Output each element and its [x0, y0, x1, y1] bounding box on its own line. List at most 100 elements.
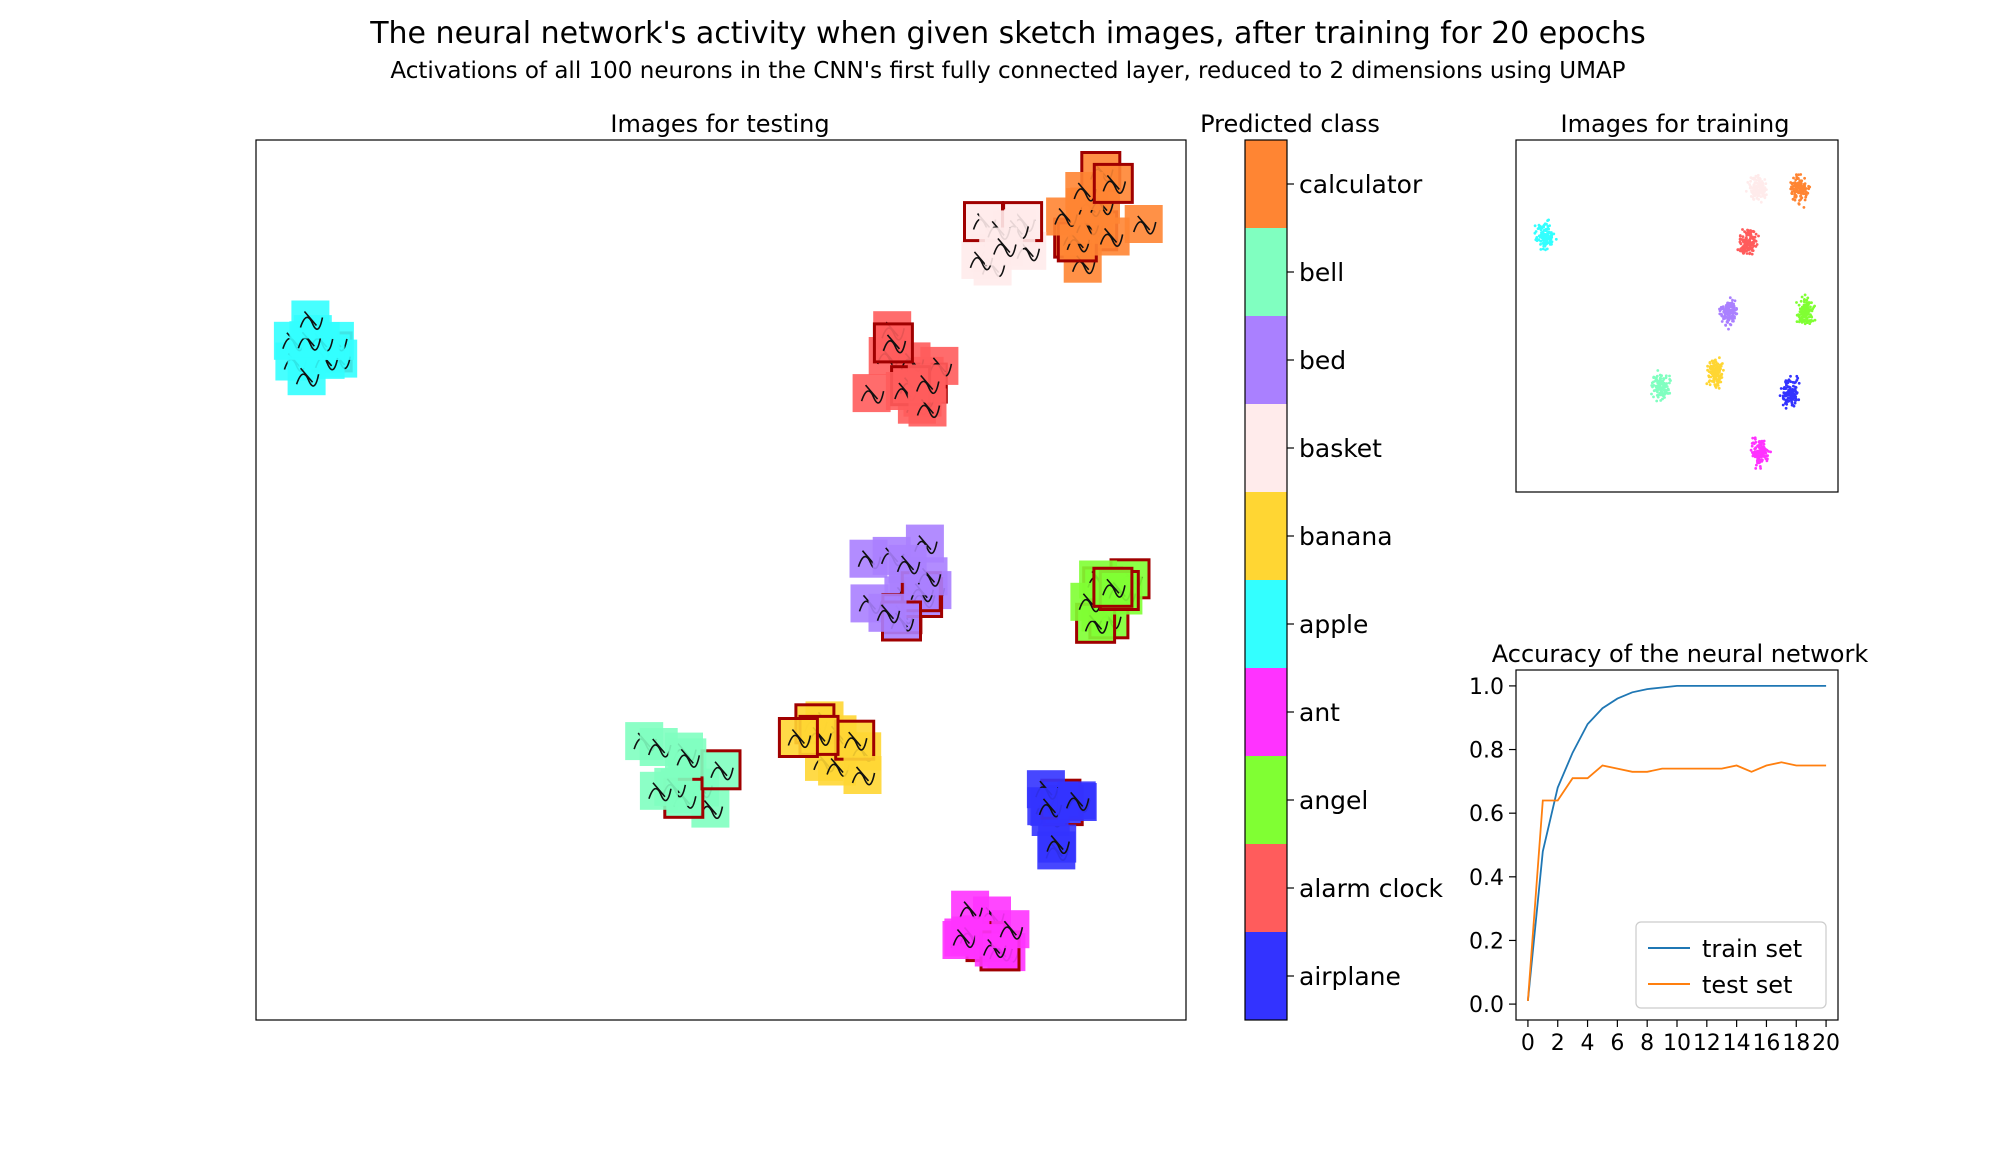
train-point-bed	[1727, 327, 1730, 331]
train-point-alarm-clock	[1749, 233, 1753, 237]
sketch-doodle	[1046, 835, 1070, 855]
train-point-bell	[1655, 386, 1659, 390]
train-point-basket	[1749, 179, 1752, 183]
train-point-calculator	[1799, 195, 1802, 198]
train-point-apple	[1544, 248, 1547, 252]
train-point-basket	[1748, 186, 1752, 190]
train-point-bell	[1656, 390, 1659, 394]
train-point-ant	[1765, 448, 1769, 452]
train-point-ant	[1757, 445, 1761, 449]
train-point-alarm-clock	[1749, 231, 1753, 235]
train-point-basket	[1749, 176, 1753, 180]
train-point-bell	[1653, 389, 1657, 392]
train-point-bell	[1652, 395, 1655, 399]
train-point-apple	[1539, 234, 1542, 237]
train-point-bell	[1658, 391, 1662, 395]
train-point-alarm-clock	[1741, 248, 1745, 252]
train-point-bell	[1663, 385, 1667, 388]
train-point-angel	[1800, 321, 1804, 324]
train-point-basket	[1749, 195, 1753, 198]
train-point-angel	[1797, 303, 1801, 307]
train-point-apple	[1544, 229, 1548, 233]
train-point-calculator	[1807, 184, 1810, 188]
train-point-angel	[1808, 308, 1812, 311]
train-point-banana	[1712, 359, 1716, 363]
train-point-apple	[1539, 225, 1542, 228]
train-point-alarm-clock	[1754, 232, 1758, 236]
train-point-alarm-clock	[1749, 229, 1752, 232]
train-point-banana	[1711, 368, 1715, 372]
train-point-ant	[1750, 444, 1754, 448]
train-point-angel	[1799, 299, 1803, 303]
sketch-doodle	[1132, 215, 1157, 235]
train-point-bell	[1664, 376, 1668, 380]
train-point-apple	[1554, 237, 1558, 241]
colorbar-swatch-basket	[1245, 404, 1287, 493]
train-point-calculator	[1798, 185, 1802, 189]
train-point-alarm-clock	[1750, 249, 1754, 252]
train-point-apple	[1533, 224, 1537, 228]
train-point-apple	[1541, 230, 1545, 234]
train-point-calculator	[1803, 176, 1806, 180]
train-point-alarm-clock	[1746, 233, 1749, 237]
train-point-angel	[1810, 315, 1814, 319]
train-point-airplane	[1782, 397, 1785, 401]
train-point-bed	[1726, 306, 1729, 310]
train-point-apple	[1542, 225, 1545, 229]
train-point-bell	[1659, 377, 1663, 380]
train-point-airplane	[1782, 391, 1786, 395]
x-tick-label: 6	[1610, 1031, 1624, 1056]
train-point-angel	[1805, 311, 1809, 314]
train-point-calculator	[1803, 186, 1806, 189]
train-point-calculator	[1802, 182, 1806, 186]
train-point-airplane	[1789, 374, 1792, 378]
train-point-apple	[1544, 233, 1547, 237]
train-point-bell	[1666, 387, 1670, 391]
x-tick-label: 0	[1521, 1031, 1535, 1056]
figure-title: The neural network's activity when given…	[370, 16, 1646, 51]
testing-axes-frame	[255, 139, 1187, 1021]
train-point-bed	[1720, 313, 1723, 316]
train-point-banana	[1714, 377, 1718, 380]
train-point-alarm-clock	[1752, 230, 1756, 234]
train-point-airplane	[1791, 380, 1795, 384]
train-point-bed	[1726, 313, 1730, 317]
train-point-airplane	[1792, 404, 1796, 408]
train-point-alarm-clock	[1743, 241, 1747, 245]
train-point-basket	[1765, 188, 1768, 192]
sketch-doodle	[851, 766, 876, 786]
x-tick-label: 20	[1812, 1031, 1840, 1056]
train-point-banana	[1711, 361, 1715, 365]
train-point-angel	[1801, 311, 1805, 315]
train-point-bell	[1655, 378, 1659, 381]
figure-subtitle: Activations of all 100 neurons in the CN…	[390, 58, 1626, 84]
train-point-bed	[1732, 319, 1735, 323]
train-point-airplane	[1778, 394, 1782, 397]
train-point-bell	[1650, 392, 1653, 396]
train-point-bed	[1734, 312, 1738, 316]
train-point-airplane	[1784, 406, 1788, 410]
y-tick-label: 0.4	[1469, 866, 1504, 891]
train-point-basket	[1752, 197, 1755, 201]
train-point-ant	[1758, 440, 1761, 443]
train-point-calculator	[1797, 181, 1800, 185]
train-point-banana	[1713, 368, 1717, 371]
train-point-basket	[1756, 176, 1760, 180]
train-point-airplane	[1797, 398, 1801, 402]
train-point-bell	[1660, 386, 1663, 389]
train-point-airplane	[1779, 387, 1783, 390]
sketch-doodle	[896, 555, 921, 575]
train-point-bed	[1727, 317, 1731, 321]
train-point-basket	[1752, 191, 1756, 195]
train-point-ant	[1750, 442, 1754, 445]
y-tick-label: 0.0	[1469, 993, 1504, 1018]
colorbar-swatch-airplane	[1245, 932, 1287, 1021]
train-point-calculator	[1795, 173, 1798, 177]
x-tick-label: 2	[1551, 1031, 1565, 1056]
train-point-apple	[1535, 236, 1539, 239]
train-point-bed	[1723, 310, 1726, 314]
train-point-angel	[1806, 296, 1810, 300]
train-point-airplane	[1781, 403, 1785, 407]
colorbar-swatch-banana	[1245, 492, 1287, 581]
train-point-bed	[1719, 305, 1723, 309]
